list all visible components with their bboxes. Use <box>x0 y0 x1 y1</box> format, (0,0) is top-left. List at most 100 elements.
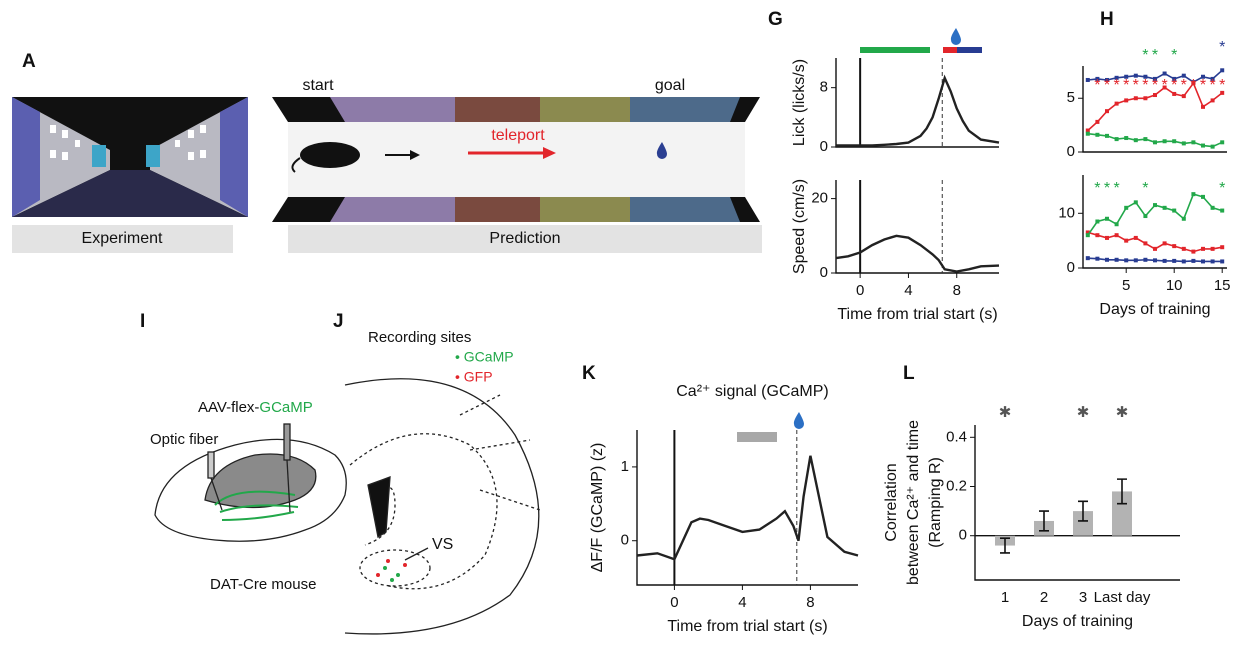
point <box>1181 246 1186 251</box>
y-tick-label: 5 <box>1067 89 1075 106</box>
point <box>1201 143 1205 148</box>
label: Recording sites <box>368 329 471 346</box>
y-tick-label: 10 <box>1058 204 1075 221</box>
x-axis-label: Days of training <box>1022 613 1133 630</box>
axis <box>636 430 858 586</box>
point <box>1085 128 1090 133</box>
x-tick-label: 5 <box>1122 277 1130 294</box>
point <box>1133 96 1138 101</box>
point <box>1133 235 1138 240</box>
significance-star: * <box>1104 77 1110 94</box>
mouse-brain <box>154 423 347 542</box>
y-tick-label: 0 <box>820 264 828 281</box>
panel-letter: I <box>140 311 145 332</box>
point <box>1162 205 1167 210</box>
point <box>1124 98 1129 103</box>
significance-star: * <box>1104 180 1110 197</box>
vr-scene <box>12 97 248 217</box>
point <box>1153 76 1157 81</box>
y-tick-label: 0 <box>820 138 828 155</box>
point <box>1172 258 1177 263</box>
significance-star: * <box>1142 47 1148 64</box>
drop-icon <box>950 28 961 45</box>
point <box>1085 230 1090 235</box>
x-tick-label: 10 <box>1166 277 1183 294</box>
significance-star: * <box>1113 180 1119 197</box>
point <box>1220 140 1225 145</box>
point <box>1172 208 1177 213</box>
point <box>1153 203 1157 208</box>
point <box>1191 249 1196 254</box>
significance-star: * <box>1200 77 1206 94</box>
point <box>1191 81 1196 86</box>
y-tick-label: 0 <box>621 532 629 549</box>
label: VS <box>432 536 453 553</box>
series-line <box>636 455 859 561</box>
label: AAV-flex-GCaMP <box>198 399 313 416</box>
point <box>1124 258 1129 263</box>
legend-entry: • GCaMP <box>455 349 514 365</box>
y-tick-label: 0 <box>1067 143 1075 160</box>
significance-star: * <box>1123 77 1129 94</box>
y-axis-label: between Ca²⁺ and time <box>905 420 922 585</box>
significance-star: * <box>1133 77 1139 94</box>
point <box>1191 140 1196 145</box>
point <box>1133 258 1138 263</box>
series-line <box>835 234 1000 273</box>
point <box>1162 85 1167 90</box>
point <box>1095 132 1100 137</box>
x-axis-label: Time from trial start (s) <box>837 306 997 323</box>
point <box>1105 235 1109 240</box>
point <box>1143 257 1148 262</box>
y-axis-label: (Ramping R) <box>927 457 944 548</box>
point <box>1210 205 1215 210</box>
bar <box>1112 491 1132 536</box>
significance-star: * <box>1152 47 1158 64</box>
point <box>1114 257 1119 262</box>
point <box>1124 74 1129 79</box>
point <box>1220 90 1225 95</box>
point <box>1201 104 1205 109</box>
y-tick-label: 20 <box>811 190 828 207</box>
error-bar <box>1039 510 1049 532</box>
point <box>1114 222 1119 227</box>
point <box>1124 238 1129 243</box>
point <box>1085 77 1090 82</box>
point <box>1105 77 1109 82</box>
y-tick-label: 8 <box>820 79 828 96</box>
label: Optic fiber <box>150 431 218 448</box>
epoch-bar <box>737 432 777 442</box>
y-tick-label: 1 <box>621 458 629 475</box>
point <box>1114 75 1119 80</box>
point <box>1095 76 1100 81</box>
significance-star: * <box>1094 180 1100 197</box>
point <box>1133 138 1138 143</box>
panel-letter: K <box>582 363 596 384</box>
series-line <box>836 74 1000 147</box>
point <box>1220 68 1225 73</box>
label: Experiment <box>82 230 163 247</box>
point <box>1181 141 1186 146</box>
point <box>1095 219 1100 224</box>
label: AAV-flex- <box>198 399 259 416</box>
cue-bar <box>860 47 930 53</box>
significance-star: * <box>1171 47 1177 64</box>
x-tick-label: Last day <box>1094 589 1151 606</box>
brain-section <box>344 378 541 635</box>
point <box>1105 257 1109 262</box>
legend-entry: • GFP <box>455 369 493 385</box>
point <box>1172 91 1177 96</box>
point <box>1162 71 1167 76</box>
label: goal <box>655 77 685 94</box>
axis <box>974 425 1180 581</box>
point <box>1095 119 1100 124</box>
point <box>1153 93 1157 98</box>
point <box>1210 144 1215 149</box>
significance-star: * <box>1113 77 1119 94</box>
significance-star: * <box>1171 77 1177 94</box>
x-tick-label: 3 <box>1079 589 1087 606</box>
point <box>1114 137 1119 142</box>
x-tick-label: 4 <box>904 282 912 299</box>
x-tick-label: 0 <box>670 594 678 611</box>
corridor <box>272 97 760 222</box>
